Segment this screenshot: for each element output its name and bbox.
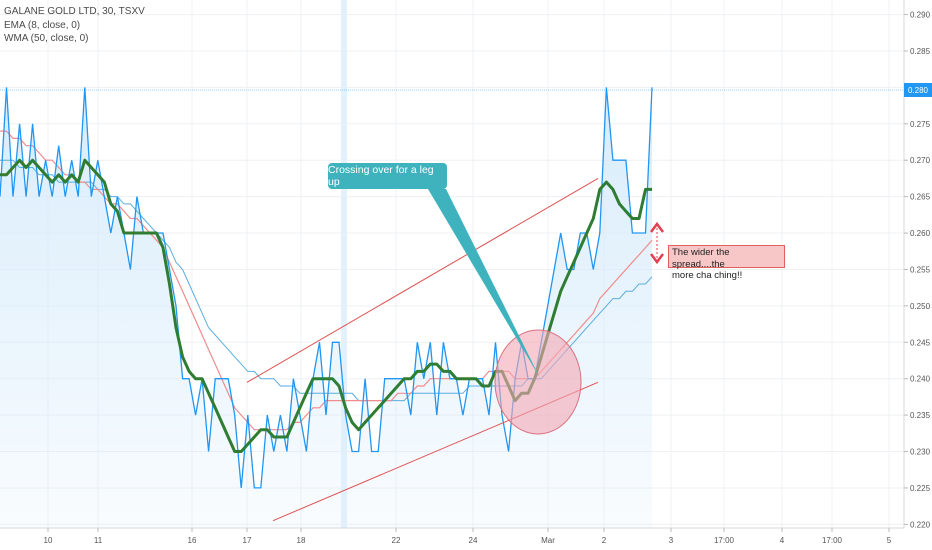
price-tick-label: 0.255	[910, 265, 931, 274]
time-tick-label: 11	[94, 536, 103, 545]
price-area	[0, 87, 652, 529]
time-tick-label: 16	[188, 536, 197, 545]
time-tick-label: Mar	[541, 536, 555, 545]
time-tick-label: 5	[887, 536, 892, 545]
note-line-1: The wider the spread....the	[672, 247, 730, 270]
price-tick-label: 0.220	[910, 520, 931, 529]
time-axis[interactable]: 10 11 16 17 18 22 24 Mar 2 3 17:00 4 17:00 5	[44, 528, 892, 545]
highlight-band	[341, 0, 347, 528]
spread-note[interactable]: The wider the spread....the more cha chi…	[668, 245, 785, 281]
time-tick-label: 4	[780, 536, 785, 545]
current-price-tag	[904, 83, 932, 97]
chart-legend: GALANE GOLD LTD, 30, TSXV EMA (8, close,…	[4, 5, 145, 46]
time-tick-label: 17	[243, 536, 252, 545]
callout-text: Crossing over for a leg up	[328, 164, 434, 188]
price-tick-label: 0.245	[910, 338, 931, 347]
price-tick-label: 0.270	[910, 156, 931, 165]
time-tick-label: 17:00	[822, 536, 843, 545]
note-line-2: more cha ching!!	[672, 270, 743, 281]
time-tick-label: 10	[44, 536, 53, 545]
trend-line[interactable]	[246, 177, 599, 383]
legend-symbol: GALANE GOLD LTD, 30, TSXV	[4, 6, 145, 17]
callout-pointer	[428, 189, 540, 378]
price-tick-label: 0.235	[910, 411, 931, 420]
price-tick-label: 0.260	[910, 229, 931, 238]
price-tick-label: 0.265	[910, 193, 931, 202]
legend-ema: EMA (8, close, 0)	[4, 19, 81, 31]
time-tick-label: 22	[392, 536, 401, 545]
price-tick-label: 0.225	[910, 484, 931, 493]
price-tick-label: 0.285	[910, 47, 931, 56]
time-tick-label: 17:00	[714, 536, 735, 545]
time-tick-label: 24	[469, 536, 478, 545]
price-tick-label: 0.230	[910, 448, 931, 457]
crossover-highlight	[494, 329, 582, 435]
time-tick-label: 2	[602, 536, 607, 545]
current-price-tag-label: 0.280	[908, 86, 929, 95]
price-tick-label: 0.250	[910, 302, 931, 311]
price-area-fill	[0, 87, 652, 529]
price-tick-label: 0.240	[910, 375, 931, 384]
time-tick-label: 18	[297, 536, 306, 545]
price-tick-label: 0.275	[910, 120, 931, 129]
price-tick-label: 0.290	[910, 11, 931, 20]
time-tick-label: 3	[669, 536, 674, 545]
crossover-callout[interactable]: Crossing over for a leg up	[328, 163, 447, 189]
legend-wma: WMA (50, close, 0)	[4, 33, 89, 44]
